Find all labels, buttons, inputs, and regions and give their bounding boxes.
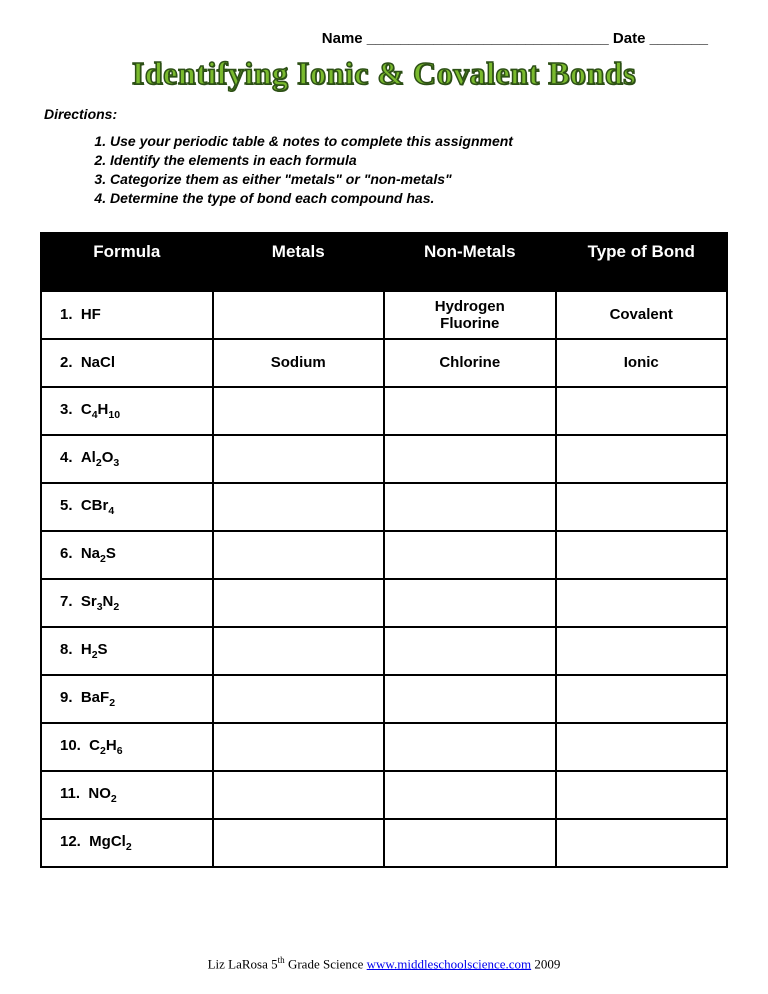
nonmetals-cell [384, 771, 556, 819]
nonmetals-cell: HydrogenFluorine [384, 291, 556, 339]
table-header-row: Formula Metals Non-Metals Type of Bond [41, 233, 727, 291]
name-label: Name [322, 30, 363, 47]
table-row: 5. CBr4 [41, 483, 727, 531]
metals-cell [213, 771, 385, 819]
name-blank: _____________________________ [367, 30, 609, 47]
formula-cell: 7. Sr3N2 [41, 579, 213, 627]
bond-cell [556, 531, 728, 579]
table-row: 9. BaF2 [41, 675, 727, 723]
header-name-date: Name _____________________________ Date … [40, 30, 728, 47]
footer-suffix: th [278, 955, 285, 965]
nonmetals-cell [384, 483, 556, 531]
col-nonmetals: Non-Metals [384, 233, 556, 291]
nonmetals-cell: Chlorine [384, 339, 556, 387]
col-metals: Metals [213, 233, 385, 291]
bond-cell [556, 627, 728, 675]
table-row: 7. Sr3N2 [41, 579, 727, 627]
metals-cell [213, 675, 385, 723]
formula-cell: 6. Na2S [41, 531, 213, 579]
table-row: 11. NO2 [41, 771, 727, 819]
bond-cell [556, 723, 728, 771]
metals-cell [213, 627, 385, 675]
worksheet-title: Identifying Ionic & Covalent Bonds [40, 55, 728, 92]
formula-cell: 8. H2S [41, 627, 213, 675]
direction-item: Determine the type of bond each compound… [110, 189, 728, 208]
formula-cell: 3. C4H10 [41, 387, 213, 435]
nonmetals-cell [384, 627, 556, 675]
direction-item: Use your periodic table & notes to compl… [110, 132, 728, 151]
nonmetals-cell [384, 675, 556, 723]
table-row: 3. C4H10 [41, 387, 727, 435]
table-row: 8. H2S [41, 627, 727, 675]
col-bond: Type of Bond [556, 233, 728, 291]
table-row: 2. NaClSodiumChlorineIonic [41, 339, 727, 387]
metals-cell [213, 819, 385, 867]
formula-cell: 1. HF [41, 291, 213, 339]
bond-cell [556, 819, 728, 867]
nonmetals-cell [384, 387, 556, 435]
date-label: Date [613, 30, 646, 47]
nonmetals-cell [384, 435, 556, 483]
table-row: 1. HF HydrogenFluorineCovalent [41, 291, 727, 339]
nonmetals-cell [384, 531, 556, 579]
footer-credit: Liz LaRosa 5th Grade Science www.middles… [0, 955, 768, 972]
bond-cell [556, 771, 728, 819]
bond-cell [556, 483, 728, 531]
metals-cell: Sodium [213, 339, 385, 387]
formula-cell: 10. C2H6 [41, 723, 213, 771]
nonmetals-cell [384, 579, 556, 627]
directions-heading: Directions: [44, 106, 728, 122]
formula-cell: 12. MgCl2 [41, 819, 213, 867]
directions-list: Use your periodic table & notes to compl… [110, 132, 728, 208]
direction-item: Identify the elements in each formula [110, 151, 728, 170]
table-row: 4. Al2O3 [41, 435, 727, 483]
date-blank: _______ [650, 30, 708, 47]
footer-tail: Grade Science [285, 956, 367, 971]
footer-author: Liz LaRosa 5 [208, 956, 278, 971]
metals-cell [213, 483, 385, 531]
metals-cell [213, 387, 385, 435]
formula-cell: 11. NO2 [41, 771, 213, 819]
footer-year: 2009 [531, 956, 560, 971]
metals-cell [213, 723, 385, 771]
table-body: 1. HFHydrogenFluorineCovalent2. NaClSodi… [41, 291, 727, 867]
bond-cell: Ionic [556, 339, 728, 387]
formula-cell: 4. Al2O3 [41, 435, 213, 483]
metals-cell [213, 579, 385, 627]
metals-cell [213, 531, 385, 579]
bonds-table: Formula Metals Non-Metals Type of Bond 1… [40, 232, 728, 868]
bond-cell [556, 579, 728, 627]
nonmetals-cell [384, 819, 556, 867]
footer-link[interactable]: www.middleschoolscience.com [367, 956, 532, 971]
bond-cell [556, 435, 728, 483]
metals-cell [213, 291, 385, 339]
direction-item: Categorize them as either "metals" or "n… [110, 170, 728, 189]
formula-cell: 5. CBr4 [41, 483, 213, 531]
col-formula: Formula [41, 233, 213, 291]
table-row: 12. MgCl2 [41, 819, 727, 867]
bond-cell [556, 387, 728, 435]
table-row: 10. C2H6 [41, 723, 727, 771]
metals-cell [213, 435, 385, 483]
nonmetals-cell [384, 723, 556, 771]
formula-cell: 9. BaF2 [41, 675, 213, 723]
formula-cell: 2. NaCl [41, 339, 213, 387]
bond-cell [556, 675, 728, 723]
table-row: 6. Na2S [41, 531, 727, 579]
bond-cell: Covalent [556, 291, 728, 339]
